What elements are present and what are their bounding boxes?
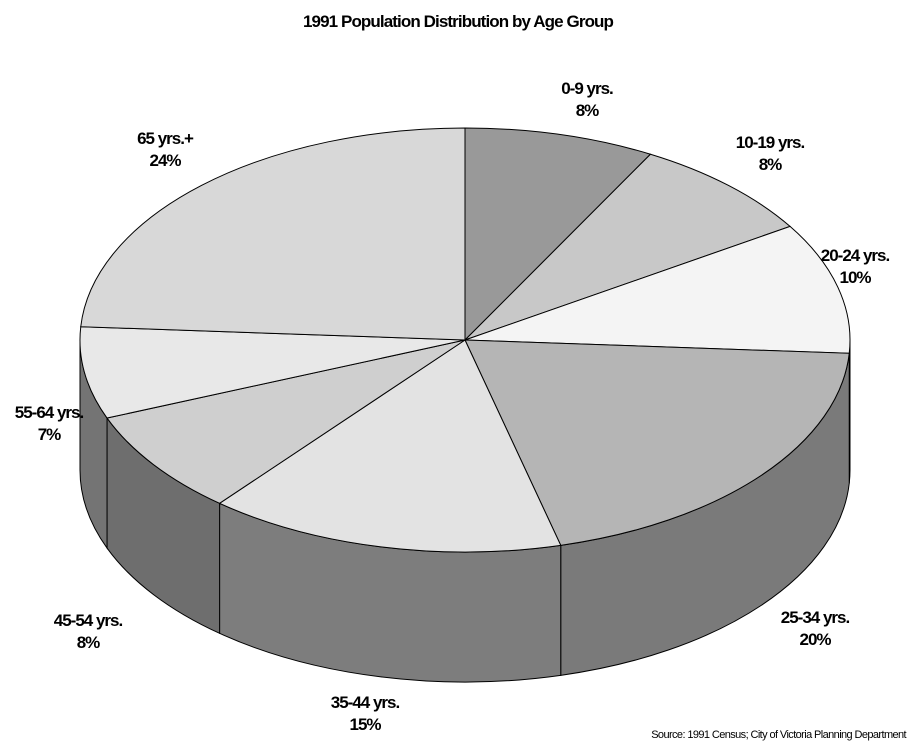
slice-label-35-44-name: 35-44 yrs.	[330, 693, 400, 712]
pie-slice-0	[464, 127, 652, 342]
slice-label-0-9-name: 0-9 yrs.	[561, 79, 614, 98]
slice-label-55-64-value: 7%	[37, 425, 62, 444]
slice-label-65-plus-name: 65 yrs.+	[137, 129, 194, 148]
slice-label-25-34-value: 20%	[799, 630, 831, 649]
pie-slice-1	[464, 153, 792, 341]
slice-label-25-34-name: 25-34 yrs.	[780, 608, 850, 627]
slice-label-0-9-value: 8%	[575, 101, 600, 120]
pie-slice-2	[464, 225, 851, 354]
slice-label-35-44-value: 15%	[349, 715, 381, 734]
source-note: Source: 1991 Census; City of Victoria Pl…	[651, 729, 906, 741]
slice-label-0-9: 0-9 yrs. 8%	[532, 78, 642, 122]
pie-slice-3	[464, 339, 850, 546]
slice-label-20-24-value: 10%	[839, 268, 871, 287]
pie-slice-6	[79, 326, 466, 419]
slice-label-65-plus: 65 yrs.+ 24%	[110, 128, 220, 172]
slice-label-55-64-name: 55-64 yrs.	[14, 403, 84, 422]
slice-label-35-44: 35-44 yrs. 15%	[305, 692, 425, 736]
slice-label-20-24-name: 20-24 yrs.	[820, 246, 890, 265]
pie-slice-4	[218, 339, 562, 553]
pie-slice-7	[80, 127, 466, 341]
slice-label-10-19-name: 10-19 yrs.	[735, 133, 805, 152]
slice-label-25-34: 25-34 yrs. 20%	[760, 607, 870, 651]
slice-label-45-54-value: 8%	[76, 633, 101, 652]
slice-label-55-64: 55-64 yrs. 7%	[0, 402, 98, 446]
slice-label-20-24: 20-24 yrs. 10%	[800, 245, 910, 289]
slice-label-10-19: 10-19 yrs. 8%	[705, 132, 835, 176]
slice-label-45-54: 45-54 yrs. 8%	[28, 610, 148, 654]
slice-label-45-54-name: 45-54 yrs.	[53, 611, 123, 630]
slice-label-65-plus-value: 24%	[149, 151, 181, 170]
chart-title: 1991 Population Distribution by Age Grou…	[302, 12, 614, 31]
pie-slice-5	[106, 339, 466, 504]
slice-label-10-19-value: 8%	[758, 155, 783, 174]
